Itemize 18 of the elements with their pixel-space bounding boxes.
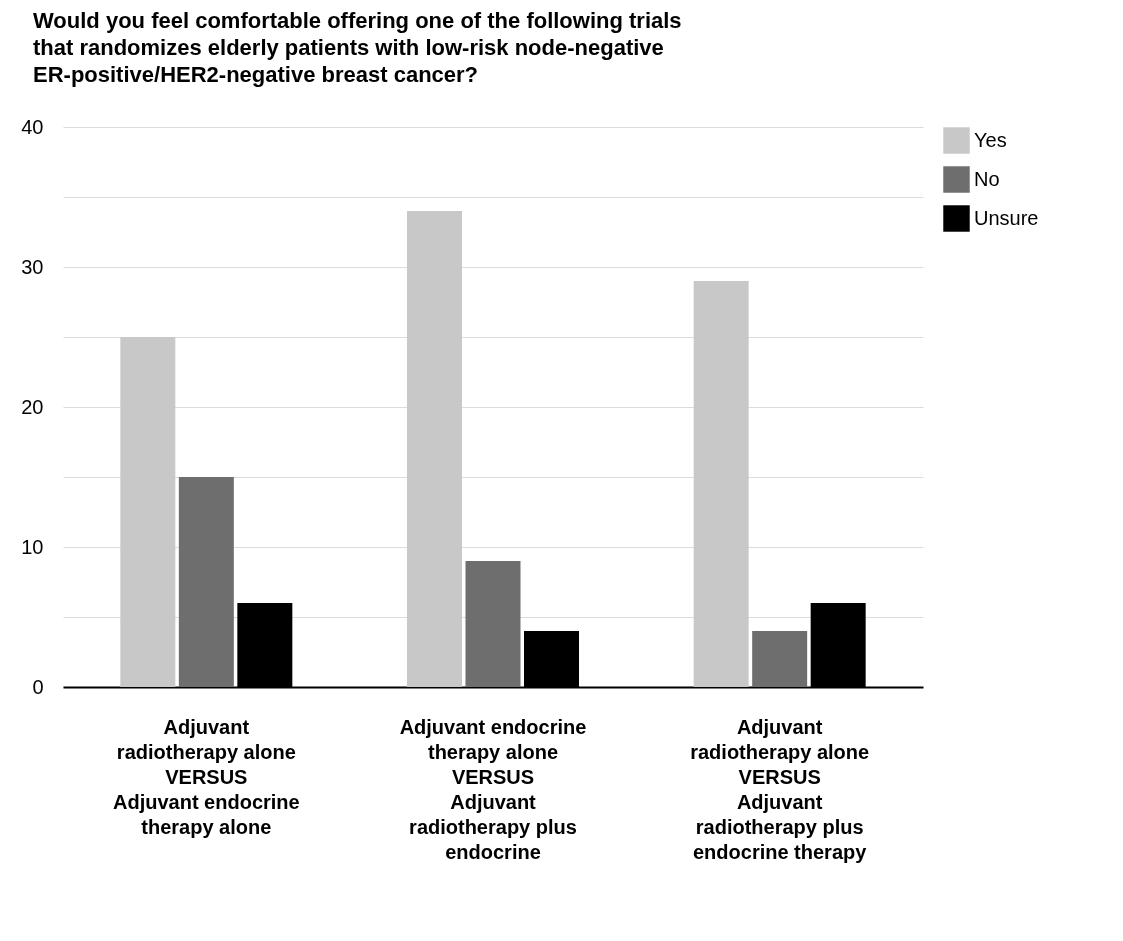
- bar: [693, 281, 749, 687]
- legend-label: Yes: [974, 128, 1007, 151]
- y-tick-label: 0: [32, 675, 44, 698]
- x-tick-label: Adjuvant endocrine therapy alone VERSUS Adjuvant radiotherapy plus endocrine: [399, 715, 587, 863]
- x-tick-label: Adjuvant radiotherapy alone VERSUS Adjuvant radiotherapy plus endocrine therapy: [690, 715, 870, 863]
- y-tick-label: 10: [21, 535, 44, 558]
- bar: [178, 477, 234, 687]
- y-tick-label: 30: [21, 255, 44, 278]
- legend-label: No: [974, 167, 1000, 190]
- y-tick-label: 20: [21, 395, 44, 418]
- bar: [120, 337, 176, 687]
- bar: [465, 561, 521, 687]
- bar: [407, 211, 462, 687]
- chart-title: Would you feel comfortable offering one of the following trials that randomizes elderly patients with low-risk node-negative ER-positive/HER2-negative breast cancer?: [33, 8, 682, 87]
- legend-label: Unsure: [974, 206, 1039, 229]
- bar: [752, 631, 808, 687]
- x-tick-label: Adjuvant radiotherapy alone VERSUS Adjuvant endocrine therapy alone: [112, 715, 300, 838]
- y-tick-label: 40: [21, 115, 44, 138]
